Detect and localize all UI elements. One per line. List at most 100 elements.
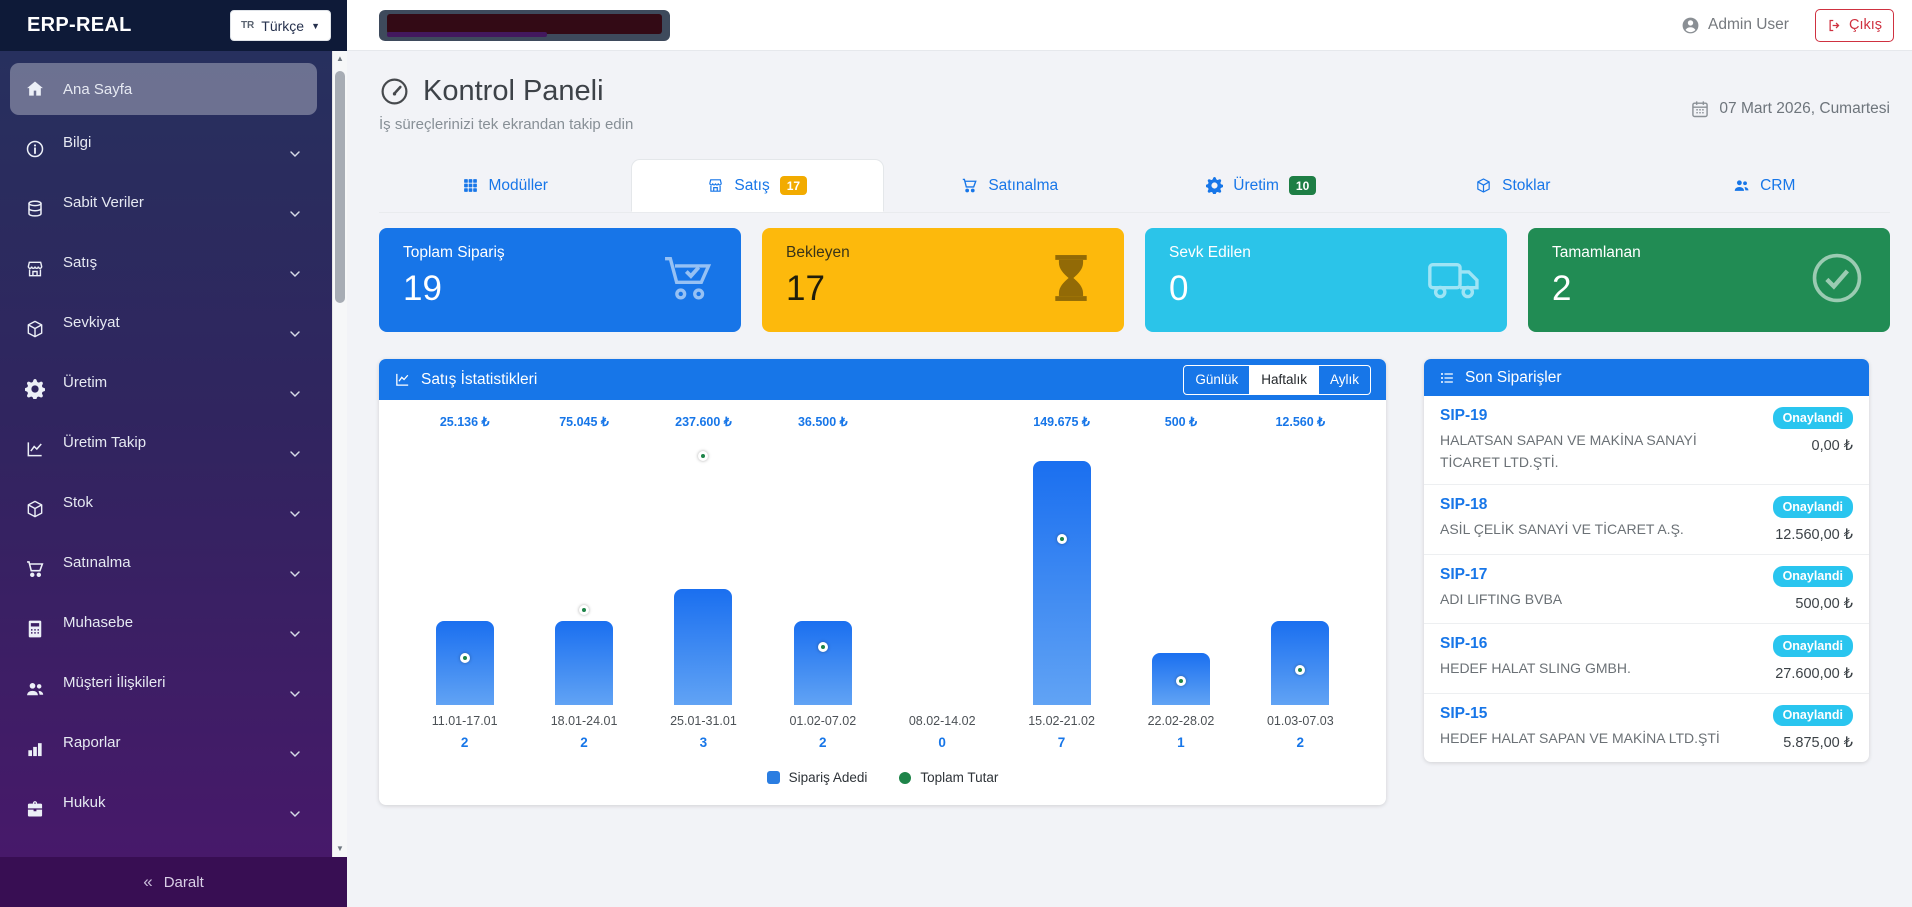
tab-satinalma[interactable]: Satınalma: [884, 159, 1136, 212]
chart-bar: [555, 621, 614, 705]
stat-card-toplam-siparis: Toplam Sipariş 19: [379, 228, 741, 332]
status-badge: Onaylandi: [1772, 496, 1853, 518]
order-id-link[interactable]: SIP-17: [1440, 565, 1488, 583]
dashboard-icon: [379, 76, 410, 107]
sidebar-item-uretim[interactable]: Üretim: [10, 363, 317, 415]
order-id-link[interactable]: SIP-15: [1440, 704, 1488, 722]
stat-card-text: Toplam Sipariş 19: [403, 244, 505, 316]
order-id-link[interactable]: SIP-16: [1440, 635, 1488, 653]
sidebar-item-sabit-veriler[interactable]: Sabit Veriler: [10, 183, 317, 235]
language-label: Türkçe: [261, 17, 305, 34]
tab-crm[interactable]: CRM: [1639, 159, 1891, 212]
sidebar-item-hukuk[interactable]: Hukuk: [10, 783, 317, 835]
legend-label: Sipariş Adedi: [788, 770, 868, 785]
scroll-up-arrow-icon[interactable]: ▲: [336, 54, 344, 63]
sidebar-header: ERP-REAL TR Türkçe ▼: [0, 0, 347, 51]
sidebar-item-muhasebe[interactable]: Muhasebe: [10, 603, 317, 655]
order-amount: 500,00 ₺: [1795, 596, 1853, 613]
order-customer: HEDEF HALAT SLING GMBH.: [1440, 660, 1631, 677]
order-row-sip-19: SIP-19 HALATSAN SAPAN VE MAKİNA SANAYİ T…: [1424, 396, 1869, 484]
scrollbar-thumb[interactable]: [335, 71, 345, 303]
sidebar-collapse-button[interactable]: « Daralt: [0, 857, 347, 907]
calendar-icon: [1690, 99, 1710, 119]
chevron-down-icon: [287, 146, 303, 162]
language-selector[interactable]: TR Türkçe ▼: [229, 10, 331, 41]
range-button-aylik[interactable]: Aylık: [1318, 364, 1371, 395]
order-id-link[interactable]: SIP-18: [1440, 496, 1488, 514]
range-button-gunluk[interactable]: Günlük: [1183, 364, 1251, 395]
sidebar-item-raporlar[interactable]: Raporlar: [10, 723, 317, 775]
chevron-down-icon: [287, 266, 303, 282]
order-customer: ASİL ÇELİK SANAYİ VE TİCARET A.Ş.: [1440, 521, 1684, 538]
stat-card-bekleyen: Bekleyen 17: [762, 228, 1124, 332]
order-amount: 12.560,00 ₺: [1775, 526, 1853, 543]
stat-cards-row: Toplam Sipariş 19 Bekleyen 17 Sevk Edile…: [379, 228, 1890, 332]
chart-plot-cell: [405, 434, 524, 705]
calculator-icon: [24, 619, 45, 640]
tab-stoklar[interactable]: Stoklar: [1387, 159, 1639, 212]
chart-count-label: 2: [1296, 735, 1305, 750]
chart-category-label: 22.02-28.02: [1147, 714, 1215, 728]
order-info: SIP-18 ASİL ÇELİK SANAYİ VE TİCARET A.Ş.: [1440, 496, 1723, 543]
orders-list: SIP-19 HALATSAN SAPAN VE MAKİNA SANAYİ T…: [1424, 396, 1869, 762]
chart-plot-cell: [883, 434, 1002, 705]
tab-satis[interactable]: Satış 17: [630, 159, 884, 212]
sidebar-item-bilgi[interactable]: Bilgi: [10, 123, 317, 175]
chart-value-label: 75.045 ₺: [559, 415, 609, 429]
package-icon: [24, 319, 45, 340]
package-icon: [24, 499, 45, 520]
range-button-group: Günlük Haftalık Aylık: [1183, 364, 1371, 395]
scroll-down-arrow-icon[interactable]: ▼: [336, 844, 344, 853]
brand-logo: ERP-REAL: [27, 14, 132, 36]
language-code: TR: [240, 20, 255, 31]
sidebar-item-ana-sayfa[interactable]: Ana Sayfa: [10, 63, 317, 115]
chart-category-label: 15.02-21.02: [1028, 714, 1095, 728]
range-button-haftalik[interactable]: Haftalık: [1250, 364, 1319, 395]
logout-button[interactable]: Çıkış: [1814, 8, 1894, 42]
sidebar-item-stok[interactable]: Stok: [10, 483, 317, 535]
legend-item-orders: Sipariş Adedi: [766, 770, 868, 785]
cart-check-icon: [659, 249, 717, 312]
status-badge: Onaylandi: [1772, 565, 1853, 588]
tab-label: Satış: [734, 176, 770, 194]
chart-count-label: 0: [938, 735, 946, 750]
stat-card-text: Tamamlanan 2: [1552, 244, 1641, 316]
stat-card-label: Bekleyen: [786, 244, 850, 261]
chart-point: [459, 652, 470, 663]
sidebar-scrollbar[interactable]: ▲ ▼: [332, 51, 347, 857]
chevron-down-icon: [287, 506, 303, 522]
chart-line-icon: [394, 371, 411, 388]
chart-category-label: 01.02-07.02: [789, 714, 857, 728]
order-row-sip-15: SIP-15 HEDEF HALAT SAPAN VE MAKİNA LTD.Ş…: [1424, 692, 1869, 763]
order-id-link[interactable]: SIP-19: [1440, 407, 1488, 424]
chevron-down-icon: [287, 566, 303, 582]
sidebar: ERP-REAL TR Türkçe ▼ Ana Sayfa Bilgi Sab…: [0, 0, 347, 907]
chart-plot-cell: [763, 434, 882, 705]
chart-column: 25.136 ₺ 11.01-17.01 2: [405, 414, 524, 750]
sales-statistics-panel: Satış İstatistikleri Günlük Haftalık Aylık…: [379, 359, 1386, 805]
user-circle-icon: [1681, 16, 1700, 35]
tab-uretim[interactable]: Üretim 10: [1136, 159, 1388, 212]
sidebar-item-sevkiyat[interactable]: Sevkiyat: [10, 303, 317, 355]
order-customer: ADI LIFTING BVBA: [1440, 590, 1563, 607]
sidebar-item-uretim-takip[interactable]: Üretim Takip: [10, 423, 317, 475]
chart-count-label: 7: [1057, 735, 1066, 750]
tab-badge: 17: [779, 176, 808, 195]
chart-column: 149.675 ₺ 15.02-21.02 7: [1002, 414, 1121, 750]
panels-row: Satış İstatistikleri Günlük Haftalık Aylık…: [379, 359, 1890, 805]
collapse-chevrons-icon: «: [143, 872, 153, 891]
chart-value-label: 149.675 ₺: [1033, 415, 1090, 429]
sidebar-item-satis[interactable]: Satış: [10, 243, 317, 295]
user-menu[interactable]: Admin User: [1681, 16, 1789, 35]
chart-count-label: 3: [699, 735, 708, 750]
chart-column: 08.02-14.02 0: [883, 414, 1002, 750]
chart-bar: [674, 589, 733, 705]
order-amount: 27.600,00 ₺: [1775, 665, 1853, 682]
tab-moduller[interactable]: Modüller: [379, 159, 631, 212]
order-info: SIP-19 HALATSAN SAPAN VE MAKİNA SANAYİ T…: [1440, 407, 1723, 473]
sidebar-item-satinalma[interactable]: Satınalma: [10, 543, 317, 595]
sidebar-item-musteri-iliskileri[interactable]: Müşteri İlişkileri: [10, 663, 317, 715]
sidebar-menu: Ana Sayfa Bilgi Sabit Veriler Satış Sevk…: [0, 51, 347, 857]
chart-columns: 25.136 ₺ 11.01-17.01 2 75.045 ₺ 18.01-24.01 2…: [405, 414, 1360, 750]
truck-icon: [1425, 249, 1483, 312]
